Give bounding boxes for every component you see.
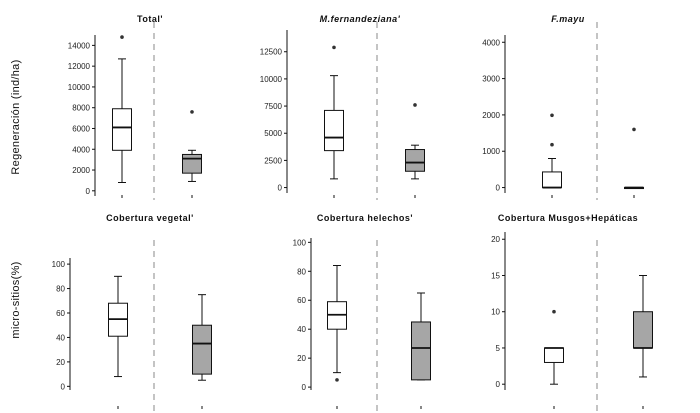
outlier-point — [335, 378, 339, 382]
y-tick-label: 10000 — [260, 75, 283, 84]
box-rect — [324, 109, 344, 152]
y-tick-label: 14000 — [68, 41, 91, 50]
outlier-point — [120, 35, 124, 39]
box-2 — [182, 110, 202, 198]
y-tick-label: 60 — [56, 309, 65, 318]
outlier-point — [190, 110, 194, 114]
y-axis-label-top: Regeneración (ind/ha) — [10, 59, 22, 174]
y-tick-label: 4000 — [72, 145, 90, 154]
y-tick-label: 100 — [293, 238, 307, 247]
y-tick-label: 5000 — [264, 129, 282, 138]
box-rect — [192, 324, 212, 375]
y-tick-label: 100 — [52, 260, 66, 269]
panel-title: Cobertura helechos' — [317, 213, 413, 223]
y-tick-label: 6000 — [72, 124, 90, 133]
panel-title: Cobertura Musgos+Hepáticas — [498, 213, 638, 223]
y-tick-label: 12500 — [260, 48, 283, 57]
y-tick-label: 1000 — [482, 147, 500, 156]
y-tick-label: 40 — [56, 333, 65, 342]
outlier-point — [552, 309, 556, 314]
box-rect — [112, 108, 132, 151]
y-tick-label: 2500 — [264, 156, 282, 165]
y-tick-label: 0 — [278, 184, 283, 193]
y-tick-label: 7500 — [264, 102, 282, 111]
panel-5: Cobertura helechos' 0 20 40 60 80 100 — [293, 213, 431, 411]
box-rect — [544, 347, 564, 363]
y-tick-label: 12000 — [68, 62, 91, 71]
box-2 — [411, 292, 431, 409]
box-rect — [182, 153, 202, 174]
box-1 — [324, 45, 344, 198]
box-rect — [411, 321, 431, 381]
y-tick-label: 10000 — [68, 83, 91, 92]
y-tick-label: 3000 — [482, 75, 500, 84]
y-tick-label: 0 — [496, 380, 501, 389]
y-tick-label: 2000 — [482, 111, 500, 120]
panel-2: M.fernandeziana' 0 2500 5000 7500 10000 12500 — [260, 14, 425, 200]
panel-title: Cobertura vegetal' — [106, 213, 194, 223]
y-tick-label: 0 — [302, 383, 307, 392]
y-tick-label: 80 — [56, 285, 65, 294]
box-2 — [405, 103, 425, 198]
box-1 — [544, 309, 564, 409]
panel-3: F.mayu 0 1000 2000 3000 4000 — [482, 14, 644, 200]
y-tick-label: 5 — [496, 344, 501, 353]
panel-title: F.mayu — [551, 14, 585, 24]
box-rect — [542, 171, 562, 189]
outlier-point — [550, 113, 554, 118]
box-rect — [633, 311, 653, 349]
box-2 — [192, 294, 212, 409]
y-tick-label: 0 — [496, 184, 501, 193]
y-axis-label-bottom: micro-sitios(%) — [10, 261, 22, 338]
y-tick-label: 80 — [297, 267, 306, 276]
box-2 — [624, 127, 644, 198]
outlier-point — [632, 127, 636, 132]
panel-title: M.fernandeziana' — [320, 14, 401, 24]
panel-1: Total' 0 2000 4000 6000 8000 10000 12000 14000 — [68, 14, 202, 200]
y-tick-label: 2000 — [72, 166, 90, 175]
outlier-point — [550, 142, 554, 147]
box-1 — [108, 275, 128, 409]
box-1 — [112, 35, 132, 198]
box-rect — [405, 149, 425, 172]
y-tick-label: 0 — [86, 187, 91, 196]
y-tick-label: 4000 — [482, 38, 500, 47]
panel-title: Total' — [137, 14, 163, 24]
y-tick-label: 15 — [491, 271, 500, 280]
y-tick-label: 10 — [491, 308, 500, 317]
y-tick-label: 60 — [297, 296, 306, 305]
box-1 — [542, 113, 562, 198]
y-tick-label: 20 — [56, 358, 65, 367]
box-2 — [633, 274, 653, 409]
box-1 — [327, 265, 347, 409]
y-tick-label: 8000 — [72, 104, 90, 113]
panel-6: Cobertura Musgos+Hepáticas 0 5 10 15 20 — [491, 213, 653, 411]
outlier-point — [413, 103, 417, 107]
panel-4: Cobertura vegetal' 0 20 40 60 80 100 — [52, 213, 212, 411]
y-tick-label: 20 — [297, 354, 306, 363]
y-tick-label: 40 — [297, 325, 306, 334]
y-tick-label: 20 — [491, 235, 500, 244]
outlier-point — [332, 45, 336, 50]
y-tick-label: 0 — [61, 382, 66, 391]
